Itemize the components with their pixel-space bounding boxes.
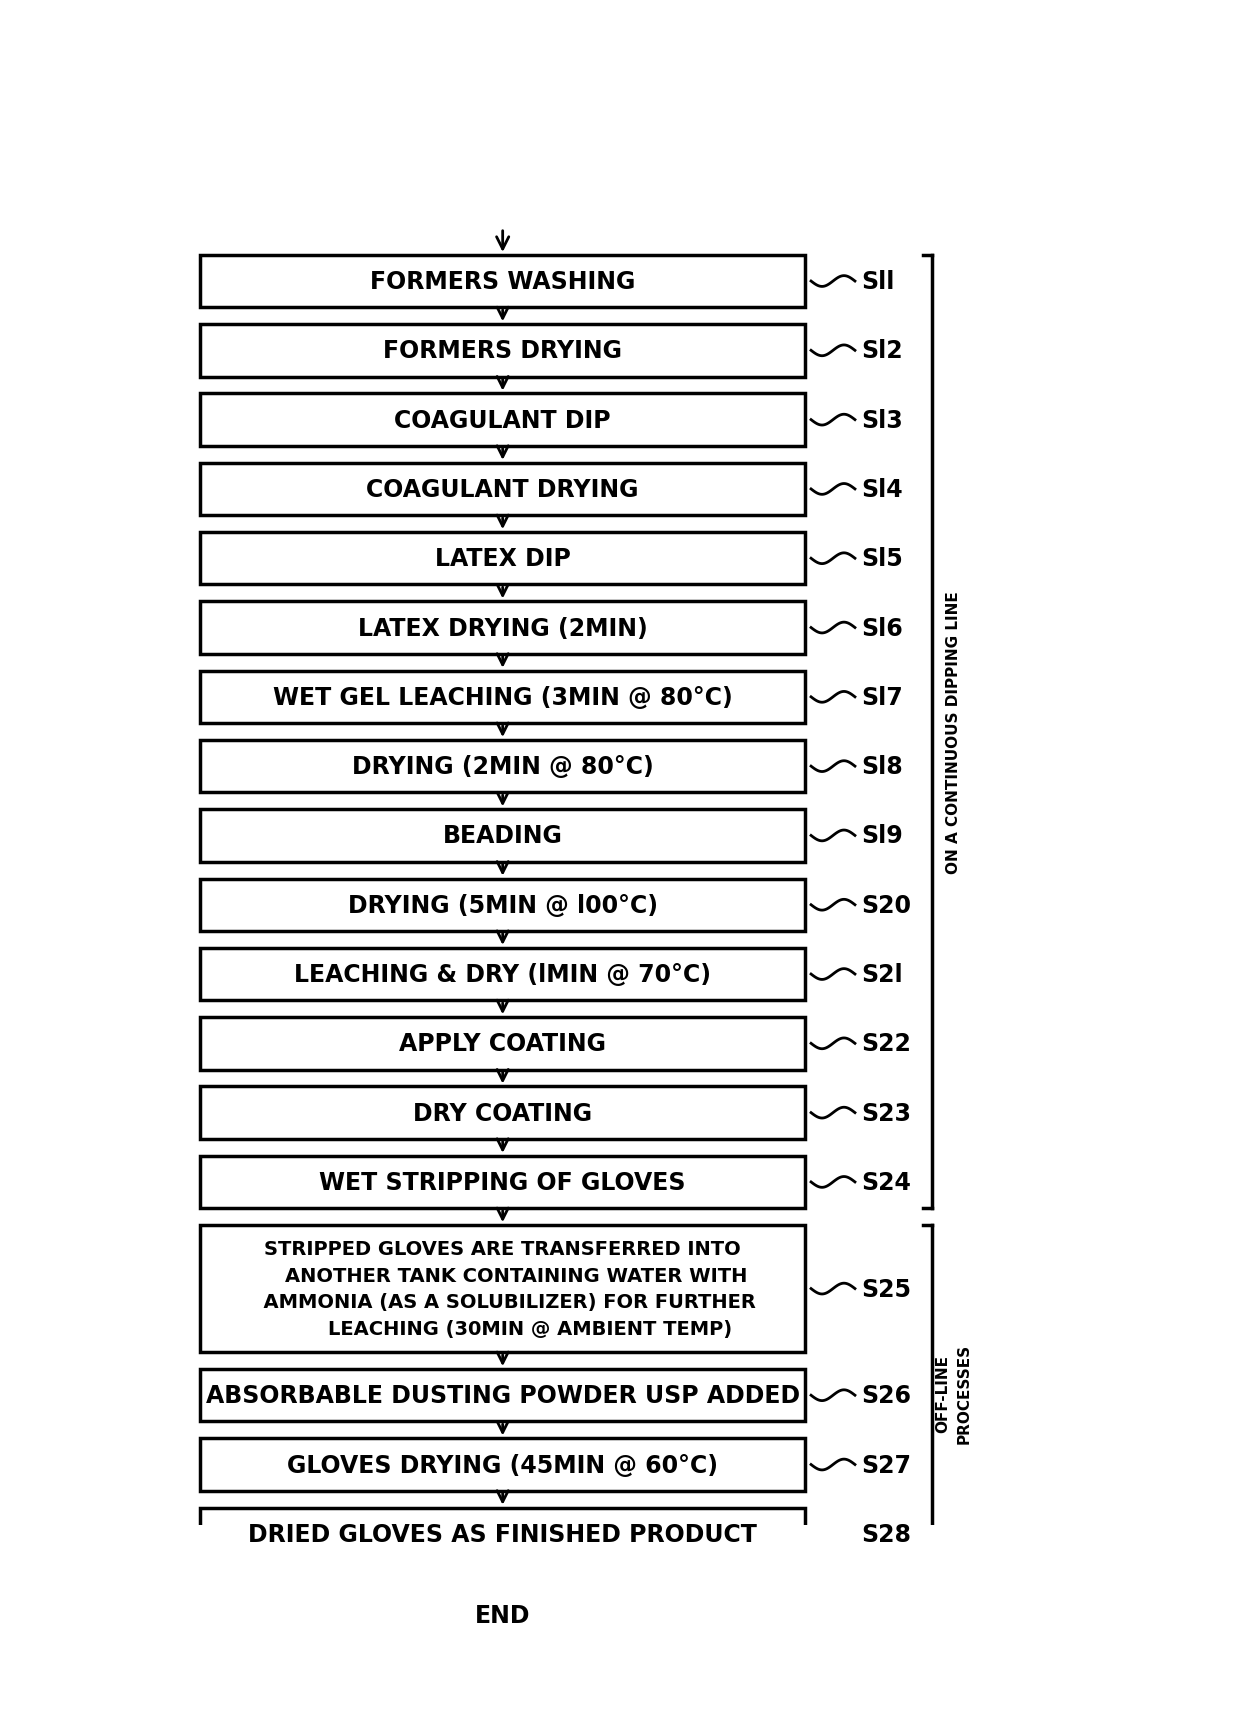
Text: S25: S25: [861, 1277, 911, 1301]
FancyBboxPatch shape: [201, 326, 805, 377]
Text: S26: S26: [861, 1383, 911, 1407]
Text: S24: S24: [861, 1171, 911, 1195]
FancyBboxPatch shape: [201, 740, 805, 794]
Text: DRYING (2MIN @ 80°C): DRYING (2MIN @ 80°C): [352, 754, 653, 778]
Text: S28: S28: [861, 1522, 911, 1546]
FancyBboxPatch shape: [201, 394, 805, 447]
FancyBboxPatch shape: [201, 1155, 805, 1208]
Text: APPLY COATING: APPLY COATING: [399, 1032, 606, 1056]
Text: WET STRIPPING OF GLOVES: WET STRIPPING OF GLOVES: [320, 1171, 686, 1195]
Text: LATEX DRYING (2MIN): LATEX DRYING (2MIN): [358, 615, 647, 639]
FancyBboxPatch shape: [201, 879, 805, 931]
Text: Sl6: Sl6: [861, 615, 903, 639]
FancyBboxPatch shape: [201, 1018, 805, 1070]
Text: FORMERS WASHING: FORMERS WASHING: [370, 269, 635, 293]
FancyBboxPatch shape: [201, 1087, 805, 1140]
Text: ON A CONTINUOUS DIPPING LINE: ON A CONTINUOUS DIPPING LINE: [946, 591, 961, 874]
Text: Sl5: Sl5: [861, 547, 903, 571]
Text: Sl9: Sl9: [861, 824, 903, 848]
FancyBboxPatch shape: [201, 1438, 805, 1491]
FancyBboxPatch shape: [445, 1594, 560, 1637]
FancyBboxPatch shape: [201, 463, 805, 516]
FancyBboxPatch shape: [201, 1508, 805, 1560]
Text: STRIPPED GLOVES ARE TRANSFERRED INTO
    ANOTHER TANK CONTAINING WATER WITH
  AM: STRIPPED GLOVES ARE TRANSFERRED INTO ANO…: [249, 1239, 755, 1339]
Text: Sl8: Sl8: [861, 754, 903, 778]
FancyBboxPatch shape: [201, 672, 805, 723]
Text: END: END: [475, 1603, 531, 1627]
Text: DRY COATING: DRY COATING: [413, 1100, 593, 1124]
FancyBboxPatch shape: [201, 809, 805, 862]
Text: WET GEL LEACHING (3MIN @ 80°C): WET GEL LEACHING (3MIN @ 80°C): [273, 686, 733, 710]
Text: S22: S22: [861, 1032, 911, 1056]
Text: Sl2: Sl2: [861, 339, 903, 363]
Text: LEACHING & DRY (lMIN @ 70°C): LEACHING & DRY (lMIN @ 70°C): [294, 963, 712, 987]
FancyBboxPatch shape: [201, 602, 805, 655]
Text: Sl4: Sl4: [861, 478, 903, 502]
Text: COAGULANT DIP: COAGULANT DIP: [394, 408, 611, 432]
Text: GLOVES DRYING (45MIN @ 60°C): GLOVES DRYING (45MIN @ 60°C): [288, 1453, 718, 1477]
Text: Sl7: Sl7: [861, 686, 903, 710]
Text: S20: S20: [861, 893, 911, 917]
Text: BEADING: BEADING: [443, 824, 563, 848]
Text: DRIED GLOVES AS FINISHED PRODUCT: DRIED GLOVES AS FINISHED PRODUCT: [248, 1522, 758, 1546]
Text: Sll: Sll: [861, 269, 894, 293]
FancyBboxPatch shape: [201, 255, 805, 309]
Text: OFF-LINE
PROCESSES: OFF-LINE PROCESSES: [935, 1342, 971, 1443]
Text: LATEX DIP: LATEX DIP: [435, 547, 570, 571]
Text: ABSORBABLE DUSTING POWDER USP ADDED: ABSORBABLE DUSTING POWDER USP ADDED: [206, 1383, 800, 1407]
Text: Sl3: Sl3: [861, 408, 903, 432]
Text: S2l: S2l: [861, 963, 903, 987]
Text: DRYING (5MIN @ l00°C): DRYING (5MIN @ l00°C): [347, 893, 657, 917]
FancyBboxPatch shape: [201, 533, 805, 584]
Text: COAGULANT DRYING: COAGULANT DRYING: [367, 478, 639, 502]
FancyBboxPatch shape: [201, 948, 805, 1001]
FancyBboxPatch shape: [201, 1226, 805, 1352]
Text: S23: S23: [861, 1100, 911, 1124]
Text: FORMERS DRYING: FORMERS DRYING: [383, 339, 622, 363]
Text: S27: S27: [861, 1453, 911, 1477]
FancyBboxPatch shape: [201, 1369, 805, 1421]
